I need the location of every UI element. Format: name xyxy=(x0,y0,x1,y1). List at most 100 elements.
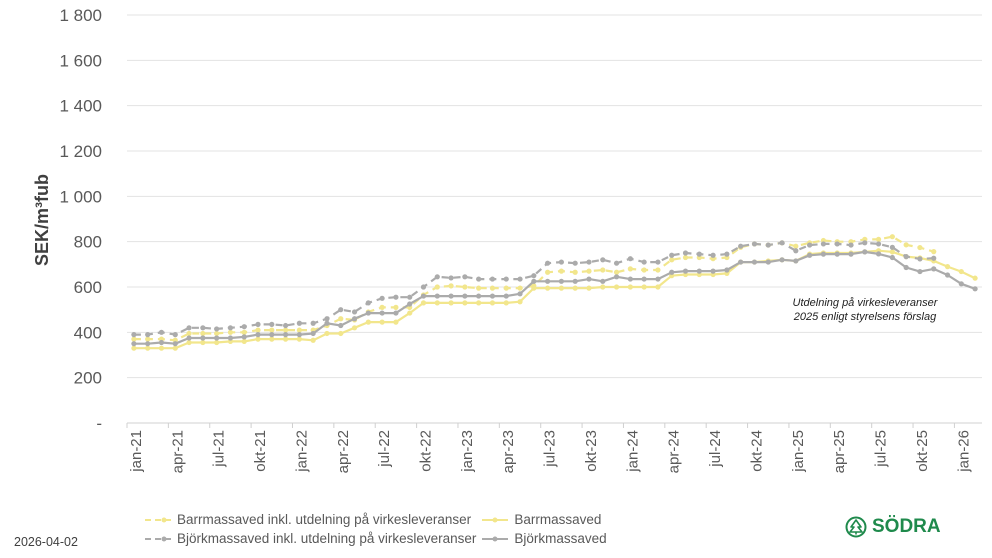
data-point xyxy=(407,310,413,316)
data-point xyxy=(545,278,551,284)
data-point xyxy=(600,267,606,273)
data-point xyxy=(145,336,151,342)
data-point xyxy=(172,341,178,347)
data-point xyxy=(820,241,827,247)
data-point xyxy=(889,254,895,261)
data-point xyxy=(448,283,454,289)
data-point xyxy=(420,293,427,299)
data-point xyxy=(889,234,895,240)
data-point xyxy=(558,285,564,291)
data-point xyxy=(407,301,413,307)
y-axis-ticks: - 200 400 600 800 1 000 1 200 1 400 1 600 1 800 xyxy=(59,6,102,433)
gridlines xyxy=(127,14,982,424)
data-point xyxy=(393,319,399,325)
data-point xyxy=(931,249,937,255)
data-point xyxy=(531,278,537,284)
data-point xyxy=(282,322,289,329)
data-point xyxy=(324,330,330,337)
data-point xyxy=(434,284,440,290)
data-point xyxy=(600,284,606,290)
x-tick-label: jan-23 xyxy=(459,430,476,473)
data-point xyxy=(462,293,468,299)
x-tick-label: apr-21 xyxy=(169,430,186,473)
data-point xyxy=(241,334,247,340)
data-point xyxy=(131,336,137,342)
x-tick-label: apr-23 xyxy=(500,430,517,473)
x-tick-label: jan-26 xyxy=(955,430,972,473)
data-point xyxy=(903,242,909,248)
data-point xyxy=(434,293,440,299)
data-point xyxy=(641,284,647,290)
report-date: 2026-04-02 xyxy=(14,535,78,549)
data-point xyxy=(682,250,689,256)
sodra-tree-circle-icon xyxy=(845,516,867,538)
data-point xyxy=(131,341,137,347)
data-point xyxy=(503,276,509,282)
data-point xyxy=(627,284,633,290)
data-point xyxy=(420,300,427,306)
data-point xyxy=(324,320,330,326)
data-point xyxy=(600,257,606,263)
data-point xyxy=(738,259,744,265)
data-point xyxy=(862,240,868,246)
annotation-line-2: 2025 enligt styrelsens förslag xyxy=(793,311,937,323)
legend-item-barr: Barrmassaved xyxy=(482,512,606,527)
data-point xyxy=(282,332,289,338)
data-point xyxy=(600,278,606,284)
x-tick-label: jul-23 xyxy=(542,430,559,468)
data-point xyxy=(172,332,178,338)
data-point xyxy=(779,240,785,246)
data-point xyxy=(531,273,537,279)
data-point xyxy=(379,304,385,310)
data-point xyxy=(586,259,592,265)
data-point xyxy=(282,336,289,342)
data-point xyxy=(200,335,206,341)
data-point xyxy=(476,293,482,299)
legend-item-barr-inkl: Barrmassaved inkl. utdelning på virkesle… xyxy=(145,512,476,527)
data-point xyxy=(269,332,275,338)
data-point xyxy=(572,260,578,266)
x-tick-label: jul-24 xyxy=(707,430,724,468)
y-axis-title: SEK/m³fub xyxy=(32,174,52,266)
data-point xyxy=(338,330,344,337)
x-tick-label: okt-21 xyxy=(252,430,269,472)
data-point xyxy=(462,300,468,306)
data-point xyxy=(448,293,454,299)
data-point xyxy=(393,310,399,316)
legend-label: Björkmassaved inkl. utdelning på virkesl… xyxy=(177,531,477,546)
data-point xyxy=(379,310,385,316)
data-point xyxy=(572,285,578,291)
data-point xyxy=(793,248,799,254)
data-point xyxy=(310,320,316,326)
x-tick-label: apr-25 xyxy=(831,430,848,473)
data-point xyxy=(407,294,413,300)
data-point xyxy=(917,268,923,275)
data-point xyxy=(503,293,509,299)
legend-label: Björkmassaved xyxy=(514,531,607,546)
data-point xyxy=(834,241,840,247)
data-point xyxy=(724,251,730,257)
y-tick-label: 1 400 xyxy=(59,97,102,116)
data-point xyxy=(145,332,151,338)
data-point xyxy=(613,274,620,280)
y-tick-label: 400 xyxy=(74,323,102,342)
x-tick-label: jan-25 xyxy=(790,430,807,473)
logo-text: SÖDRA xyxy=(872,516,941,537)
data-point xyxy=(848,251,854,257)
legend-swatch-solid-yellow xyxy=(482,517,509,522)
data-point xyxy=(669,252,675,258)
data-point xyxy=(269,327,275,333)
data-point xyxy=(241,338,247,344)
data-point xyxy=(186,339,192,346)
data-point xyxy=(779,257,785,263)
data-point xyxy=(710,252,716,258)
data-point xyxy=(489,285,496,291)
legend-swatch-solid-grey xyxy=(482,536,509,541)
data-point xyxy=(917,256,923,262)
data-point xyxy=(420,284,427,290)
data-point xyxy=(682,254,689,261)
data-point xyxy=(379,295,385,301)
data-point xyxy=(131,332,137,338)
data-point xyxy=(586,285,592,291)
annotation-line-1: Utdelning på virkesleveranser xyxy=(793,297,939,309)
